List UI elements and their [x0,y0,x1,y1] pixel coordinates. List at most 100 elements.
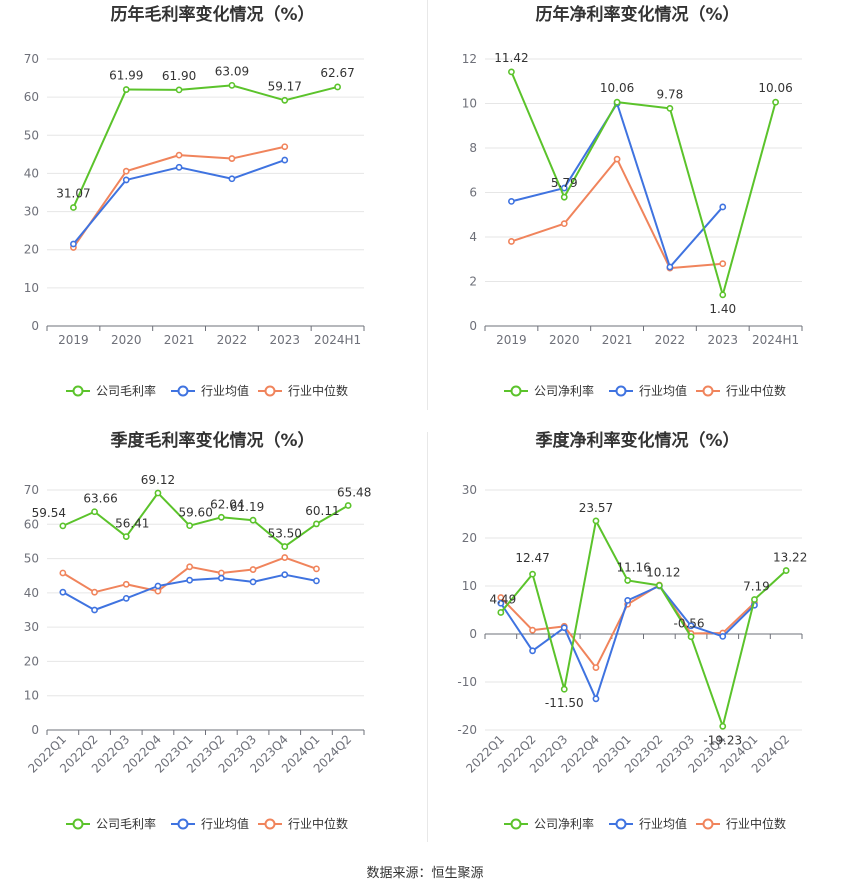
y-tick-label: 0 [469,319,477,333]
vertical-divider [427,0,428,410]
y-tick-label: 8 [469,141,477,155]
quarterly-gross-margin-chart: 季度毛利率变化情况（%） 0 10 20 30 40 50 60 70 2022Q1 2022Q2 2… [0,428,425,853]
y-tick-label: 30 [24,620,39,634]
y-tick-label: 20 [462,531,477,545]
series-line [62,492,349,548]
legend-label: 行业均值 [639,816,687,831]
data-point [719,203,727,211]
data-point [122,86,130,93]
y-tick-label: 20 [24,654,39,668]
data-point [508,197,515,205]
data-point [122,594,130,602]
annual-gross-margin-chart: 历年毛利率变化情况（%） 0 10 20 30 40 50 60 70 2019 2020 2021 2… [0,0,425,415]
data-label: 10.12 [646,565,680,579]
series-line [500,519,787,728]
y-tick-label: 30 [24,205,39,219]
x-tick-label: 2021 [602,333,633,347]
data-point [249,516,257,524]
x-tick-label: 2023 [269,333,300,347]
data-point [186,576,194,584]
data-point [719,291,727,299]
y-tick-label: 50 [24,552,39,566]
data-point [59,588,67,596]
data-label: 12.47 [515,551,549,565]
x-tick-label: 2019 [58,333,89,347]
legend-label: 公司净利率 [534,816,594,831]
legend-swatch-marker [264,385,276,397]
data-point [655,582,663,589]
data-label: 63.66 [83,492,117,506]
data-point [560,685,568,693]
data-label: 1.40 [709,302,736,316]
data-label: 61.99 [109,69,143,83]
data-point [687,633,695,641]
data-point [122,580,130,588]
data-point [175,151,183,159]
data-point [529,570,536,578]
data-label: 69.12 [141,473,175,487]
series-line [510,71,777,296]
data-point [592,664,600,671]
legend-label: 行业中位数 [288,383,348,398]
data-point [154,582,162,590]
data-point [624,596,632,604]
x-tick-label: 2021 [164,333,195,347]
legend-swatch-marker [510,818,522,830]
data-point [529,647,536,655]
data-point [186,563,194,571]
data-label: -11.50 [545,696,584,710]
data-point [508,238,515,245]
chart-title: 历年毛利率变化情况（%） [110,4,314,25]
quarterly-net-margin-chart: 季度净利率变化情况（%） -20 -10 0 10 20 30 2022Q1 2022Q2 202… [425,428,850,853]
chart-title: 季度净利率变化情况（%） [535,430,739,451]
data-point [228,81,236,89]
data-label: 7.19 [743,579,770,593]
data-point [613,98,621,106]
data-label: 61.90 [162,69,196,83]
y-tick-label: 0 [31,723,39,737]
data-point [228,155,236,162]
y-tick-label: -10 [457,675,477,689]
legend-swatch-marker [702,818,714,830]
y-tick-label: 10 [24,689,39,703]
data-point [122,176,130,184]
data-point [592,695,600,703]
data-point [313,565,320,573]
data-point [175,86,183,94]
data-label: 62.67 [320,66,354,80]
data-point [281,96,289,104]
x-tick-label: 2020 [549,333,580,347]
data-label: 31.07 [56,186,90,200]
data-label: 59.54 [32,506,66,520]
series-line [511,158,723,270]
data-label: -0.56 [674,617,705,631]
series-line [62,556,317,594]
legend-swatch-marker [510,385,522,397]
y-tick-label: 10 [462,97,477,111]
y-tick-label: 60 [24,90,39,104]
data-point [772,98,779,106]
data-point [91,508,98,516]
data-source-note: 数据来源：恒生聚源 [366,866,484,881]
legend-swatch-marker [615,818,627,830]
legend-label: 行业中位数 [726,383,786,398]
data-point [560,193,568,201]
data-point [175,163,183,171]
data-point [281,554,289,561]
y-tick-label: 70 [24,483,39,497]
data-label: 65.48 [337,485,371,499]
data-point [529,626,536,634]
data-point [154,489,162,497]
y-tick-label: 0 [469,627,477,641]
data-label: 56.41 [115,517,149,531]
y-tick-label: 40 [24,166,39,180]
data-point [249,578,257,586]
legend-swatch-marker [702,385,714,397]
legend-swatch-marker [72,818,84,830]
x-tick-label: 2020 [111,333,142,347]
data-point [334,83,341,91]
data-point [666,104,674,112]
data-point [344,502,352,509]
data-label: 5.79 [551,176,578,190]
data-label: 23.57 [579,501,613,515]
